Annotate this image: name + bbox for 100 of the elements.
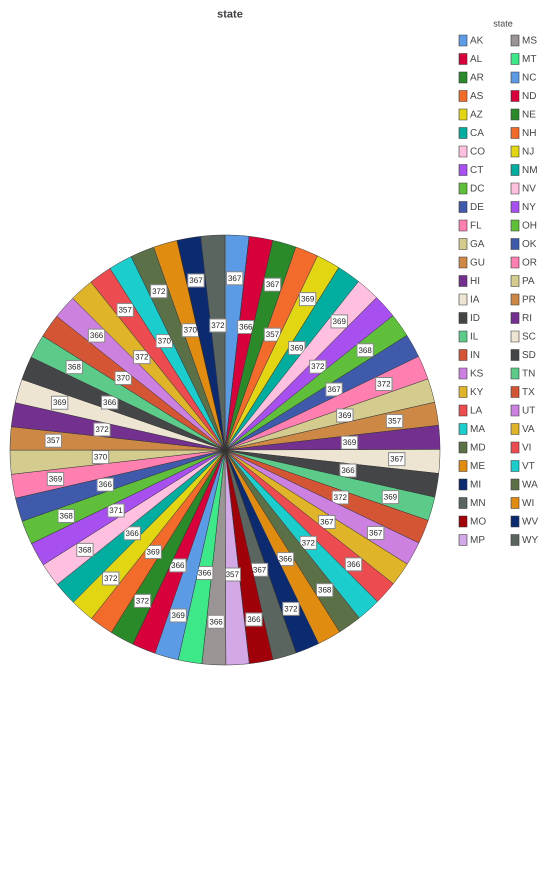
legend-label: AL [470, 54, 483, 65]
legend-label: ME [470, 461, 486, 472]
data-label: 370 [94, 452, 108, 462]
data-label: 372 [95, 424, 110, 434]
data-label: 367 [189, 276, 204, 285]
data-label: 369 [146, 547, 160, 556]
data-label: 372 [334, 492, 348, 502]
legend-label: WV [522, 516, 538, 528]
legend-label: HI [470, 276, 480, 287]
data-label: 369 [48, 474, 63, 484]
legend-label: OK [522, 239, 537, 250]
data-label: 366 [346, 560, 361, 569]
legend-label: IA [470, 294, 480, 306]
data-label: 369 [171, 611, 186, 620]
legend-label: CT [470, 165, 484, 176]
data-label: 368 [318, 586, 332, 595]
data-label: 367 [368, 528, 383, 538]
legend-label: PA [522, 276, 535, 287]
data-label: 372 [311, 362, 326, 372]
legend-label: MI [470, 480, 482, 490]
data-label: 369 [332, 316, 346, 326]
legend-label: NV [522, 184, 536, 194]
data-label: 368 [358, 346, 372, 355]
data-label: 367 [252, 565, 267, 574]
legend-label: WY [522, 535, 538, 546]
legend-label: IN [470, 350, 480, 361]
legend-label: IL [470, 332, 479, 342]
data-label: 366 [198, 568, 212, 578]
data-label: 371 [109, 506, 124, 516]
data-label: 357 [226, 570, 240, 579]
legend-label: NY [522, 202, 536, 213]
data-label: 367 [228, 274, 242, 283]
data-label: 357 [46, 436, 60, 446]
data-label: 357 [266, 330, 280, 340]
data-label: 372 [152, 286, 166, 296]
legend-label: VI [522, 442, 532, 454]
data-label: 367 [266, 280, 280, 290]
data-label: 367 [320, 517, 334, 526]
data-label: 366 [90, 331, 104, 340]
data-label: 372 [104, 574, 118, 584]
data-label: 368 [68, 362, 82, 372]
legend-label: MP [470, 535, 486, 546]
data-label: 366 [209, 617, 224, 626]
legend-label: MD [470, 442, 486, 454]
data-label: 368 [78, 545, 92, 554]
legend-label: TN [522, 368, 536, 380]
legend-label: MT [522, 54, 536, 65]
data-label: 369 [342, 438, 357, 448]
legend-label: DC [470, 184, 484, 194]
legend-label: AS [470, 91, 484, 102]
legend-label: AR [470, 72, 484, 84]
legend-label: UT [522, 406, 536, 416]
data-label: 357 [388, 416, 402, 426]
legend-label: CA [470, 128, 484, 139]
legend-label: WA [522, 480, 538, 490]
legend-label: GA [470, 239, 485, 250]
data-label: 370 [158, 336, 172, 346]
data-label: 366 [341, 466, 356, 476]
legend-label: MA [470, 424, 486, 435]
legend-title: state [493, 18, 513, 28]
legend-label: WI [522, 498, 534, 509]
data-label: 366 [278, 554, 293, 564]
data-label: 368 [59, 512, 74, 521]
legend-label: KY [470, 387, 484, 398]
legend-label: ID [470, 313, 480, 324]
data-label: 372 [211, 321, 226, 330]
data-label: 369 [290, 344, 304, 353]
legend-label: LA [470, 406, 483, 416]
legend-label: SC [522, 332, 536, 342]
data-label: 366 [171, 560, 186, 570]
legend-label: GU [470, 258, 485, 268]
legend-label: VT [522, 461, 535, 472]
legend-label: MN [470, 498, 486, 509]
legend-label: CO [470, 146, 486, 158]
legend-label: DE [470, 202, 484, 213]
data-label: 370 [184, 326, 198, 335]
legend-label: MS [522, 36, 538, 46]
data-label: 369 [52, 398, 67, 408]
legend-label: OH [522, 220, 537, 232]
data-label: 366 [126, 528, 140, 538]
legend-label: RI [522, 313, 532, 324]
legend-label: SD [522, 350, 536, 361]
legend-label: VA [522, 424, 535, 435]
data-label: 366 [247, 615, 262, 624]
legend-label: FL [470, 220, 482, 232]
data-label: 366 [98, 480, 112, 490]
data-label: 369 [384, 492, 398, 502]
legend-label: KS [470, 368, 484, 380]
data-label: 372 [136, 596, 150, 606]
data-label: 369 [338, 410, 352, 420]
data-label: 372 [135, 352, 149, 362]
legend-label: NH [522, 128, 536, 139]
legend-label: OR [522, 258, 537, 268]
legend-label: NJ [522, 146, 534, 158]
legend-label: NE [522, 110, 536, 120]
legend-label: ND [522, 91, 536, 102]
legend-label: AK [470, 36, 484, 46]
data-label: 369 [300, 294, 315, 304]
data-label: 372 [284, 604, 298, 614]
legend-label: TX [522, 387, 536, 398]
